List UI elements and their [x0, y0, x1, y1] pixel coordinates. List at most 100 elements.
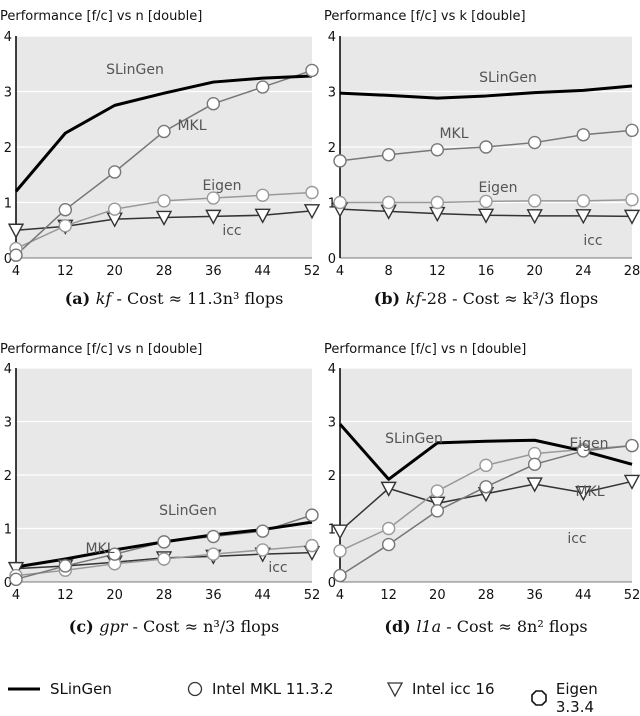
data-point-mkl [479, 480, 493, 494]
data-point-mkl [381, 148, 396, 162]
x-tick-label: 44 [254, 588, 271, 603]
series-label-slingen: SLinGen [106, 62, 164, 78]
data-point-icc [575, 209, 592, 225]
series-label-eigen: Eigen [202, 178, 241, 194]
x-tick-label: 36 [205, 588, 222, 603]
data-point-icc [623, 474, 640, 490]
series-label-eigen: Eigen [478, 180, 517, 196]
legend-marker-octagon [531, 690, 547, 706]
data-point-mkl [255, 80, 270, 94]
data-point-mkl [157, 535, 171, 549]
data-point-eigen [58, 219, 73, 233]
x-tick-label: 52 [304, 264, 321, 279]
data-point-mkl [381, 537, 396, 552]
legend-label: Intel icc 16 [412, 680, 495, 698]
x-tick-label: 28 [624, 264, 640, 279]
data-point-eigen [333, 544, 347, 558]
data-point-mkl [9, 572, 23, 587]
data-point-icc [623, 209, 640, 225]
x-tick-label: 28 [156, 588, 173, 603]
data-point-mkl [58, 559, 73, 573]
x-tick-label: 4 [336, 264, 344, 279]
y-tick-label: 4 [4, 362, 12, 377]
x-tick-label: 4 [12, 264, 20, 279]
y-tick-label: 3 [4, 86, 12, 101]
y-tick-label: 1 [328, 523, 336, 538]
x-tick-label: 44 [575, 588, 592, 603]
x-tick-label: 12 [57, 588, 74, 603]
data-point-eigen [255, 188, 270, 202]
series-label-icc: icc [222, 223, 241, 239]
y-tick-label: 0 [328, 576, 336, 591]
data-point-eigen [381, 195, 396, 210]
data-point-mkl [479, 140, 493, 154]
data-point-eigen [107, 202, 122, 216]
y-tick-label: 2 [328, 141, 336, 156]
y-tick-label: 1 [328, 197, 336, 212]
legend-marker-line [8, 687, 40, 691]
data-point-mkl [625, 438, 639, 453]
chart-title: Performance [f/c] vs k [double] [324, 9, 526, 24]
y-tick-label: 2 [328, 469, 336, 484]
x-tick-label: 36 [205, 264, 222, 279]
data-point-icc [303, 204, 321, 220]
series-label-mkl: MKL [85, 541, 114, 557]
chart-title: Performance [f/c] vs n [double] [324, 342, 526, 357]
x-tick-label: 20 [429, 588, 446, 603]
data-point-icc [380, 481, 397, 497]
data-point-eigen [625, 193, 639, 207]
data-point-mkl [305, 63, 319, 78]
x-tick-label: 4 [12, 588, 20, 603]
data-point-mkl [58, 203, 73, 217]
data-point-mkl [625, 123, 639, 138]
x-tick-label: 28 [478, 588, 495, 603]
x-tick-label: 28 [156, 264, 173, 279]
series-label-mkl: MKL [575, 484, 604, 500]
data-point-mkl [107, 165, 122, 179]
series-label-eigen: Eigen [569, 436, 608, 452]
series-label-slingen: SLinGen [479, 70, 537, 86]
x-tick-label: 12 [57, 264, 74, 279]
series-label-slingen: SLinGen [385, 431, 443, 447]
data-point-mkl [333, 568, 347, 583]
data-point-eigen [305, 185, 319, 200]
y-tick-label: 0 [4, 576, 12, 591]
legend-item-intel-mkl-11-3-2: Intel MKL 11.3.2 [186, 680, 334, 698]
data-point-eigen [479, 194, 493, 209]
chart-caption: (b) kf-28 - Cost ≈ k³/3 flops [374, 289, 599, 308]
data-point-mkl [305, 508, 319, 522]
data-point-icc [205, 209, 222, 225]
x-tick-label: 44 [254, 264, 271, 279]
chart-caption: (d) l1a - Cost ≈ 8n² flops [384, 617, 587, 636]
series-line-slingen [14, 74, 313, 193]
y-tick-label: 2 [4, 469, 12, 484]
data-point-icc [155, 210, 173, 226]
data-point-eigen [157, 194, 171, 208]
x-tick-label: 20 [106, 588, 123, 603]
series-label-slingen: SLinGen [159, 503, 217, 519]
x-tick-label: 52 [624, 588, 640, 603]
x-tick-label: 8 [385, 264, 393, 279]
data-point-eigen [255, 543, 270, 557]
chart-title: Performance [f/c] vs n [double] [0, 342, 202, 357]
legend-marker-circle [187, 681, 203, 697]
data-point-mkl [9, 248, 23, 262]
data-point-eigen [206, 191, 221, 205]
data-point-mkl [333, 154, 347, 168]
data-point-eigen [430, 484, 445, 498]
data-point-mkl [527, 457, 542, 471]
data-point-mkl [206, 97, 221, 111]
y-tick-label: 3 [4, 416, 12, 431]
data-point-eigen [576, 194, 591, 208]
legend-label: SLinGen [50, 680, 112, 698]
data-point-eigen [305, 538, 319, 553]
data-point-eigen [479, 458, 493, 473]
data-point-eigen [333, 195, 347, 210]
legend-item-intel-icc-16: Intel icc 16 [386, 680, 495, 698]
y-tick-label: 0 [4, 252, 12, 267]
data-point-icc [575, 485, 592, 502]
